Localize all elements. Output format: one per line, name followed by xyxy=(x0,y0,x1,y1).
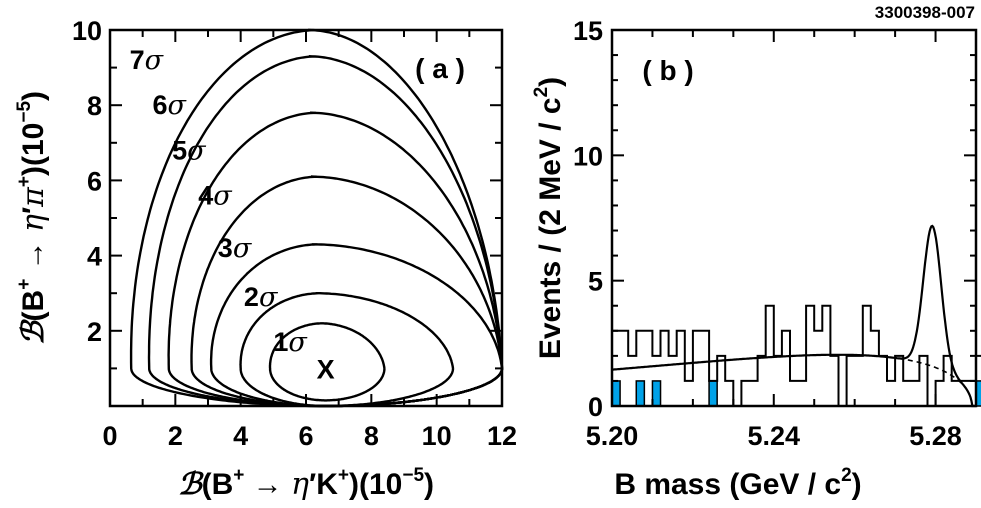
x-tick-label-b: 5.28 xyxy=(909,421,962,451)
axis-ticks-a: 0 2 4 6 8 10 12 2 4 6 8 10 xyxy=(72,16,517,451)
best-fit-marker: X xyxy=(317,354,335,384)
contour-7sigma xyxy=(129,28,504,408)
contour-labels: 1σ 2σ 3σ 4σ 5σ 6σ 7σ xyxy=(130,45,309,358)
y-tick-label-a: 6 xyxy=(87,166,102,196)
total-fit-curve xyxy=(611,224,976,408)
y-axis-label-b: Events / (2 MeV / c2) xyxy=(531,77,567,359)
y-tick-label-a: 8 xyxy=(87,91,102,121)
x-tick-label-a: 8 xyxy=(364,421,379,451)
contour-label-2sigma: 2σ xyxy=(244,282,279,313)
plot-frame-a xyxy=(108,28,504,408)
contour-panel: 1σ 2σ 3σ 4σ 5σ 6σ 7σ X 0 2 4 6 8 10 12 2 4 6 8 10 ( a ) ℬ… xyxy=(14,16,517,502)
histogram-bar-blue xyxy=(651,380,662,407)
plot-frame-b xyxy=(610,28,978,408)
contour-label-6sigma: 6σ xyxy=(152,90,187,121)
x-tick-label-a: 2 xyxy=(168,421,183,451)
contour-lines xyxy=(129,28,504,408)
y-tick-label-b: 15 xyxy=(573,16,603,46)
x-tick-label-a: 4 xyxy=(233,421,248,451)
figure-id: 3300398-007 xyxy=(875,3,975,22)
x-tick-label-b: 5.20 xyxy=(586,421,639,451)
contour-label-1sigma: 1σ xyxy=(273,327,308,358)
y-tick-label-b: 0 xyxy=(588,392,603,422)
x-tick-label-a: 6 xyxy=(298,421,313,451)
histogram-panel: 5.20 5.24 5.28 0 5 10 15 ( b ) 3300398-007 B m… xyxy=(531,3,981,501)
histogram-outline xyxy=(611,304,981,407)
y-tick-label-a: 2 xyxy=(87,317,102,347)
y-tick-label-b: 5 xyxy=(588,267,603,297)
x-tick-label-b: 5.24 xyxy=(747,421,800,451)
x-axis-label-b: B mass (GeV / c2) xyxy=(614,465,861,501)
contour-2sigma xyxy=(239,292,455,408)
contour-label-4sigma: 4σ xyxy=(198,180,233,211)
x-tick-label-a: 0 xyxy=(102,421,117,451)
histogram-bar-blue xyxy=(708,380,718,407)
contour-label-5sigma: 5σ xyxy=(172,135,207,166)
fit-curves xyxy=(611,224,976,408)
x-tick-label-a: 10 xyxy=(422,421,452,451)
contour-label-3sigma: 3σ xyxy=(218,233,253,264)
y-tick-label-b: 10 xyxy=(573,141,603,171)
y-axis-label-a: ℬ(B+ → η′π+)(10−5) xyxy=(14,91,51,345)
panel-label-a: ( a ) xyxy=(415,53,465,84)
contour-label-7sigma: 7σ xyxy=(130,45,165,76)
x-axis-label-a: ℬ(B+ → η′K+)(10−5) xyxy=(178,465,434,502)
x-tick-label-a: 12 xyxy=(487,421,517,451)
y-tick-label-a: 4 xyxy=(87,242,102,272)
y-tick-label-a: 10 xyxy=(72,16,102,46)
axis-ticks-b: 5.20 5.24 5.28 0 5 10 15 xyxy=(573,16,977,451)
contour-1sigma xyxy=(268,322,386,402)
histogram-bar-blue xyxy=(635,380,646,407)
panel-label-b: ( b ) xyxy=(642,55,693,86)
